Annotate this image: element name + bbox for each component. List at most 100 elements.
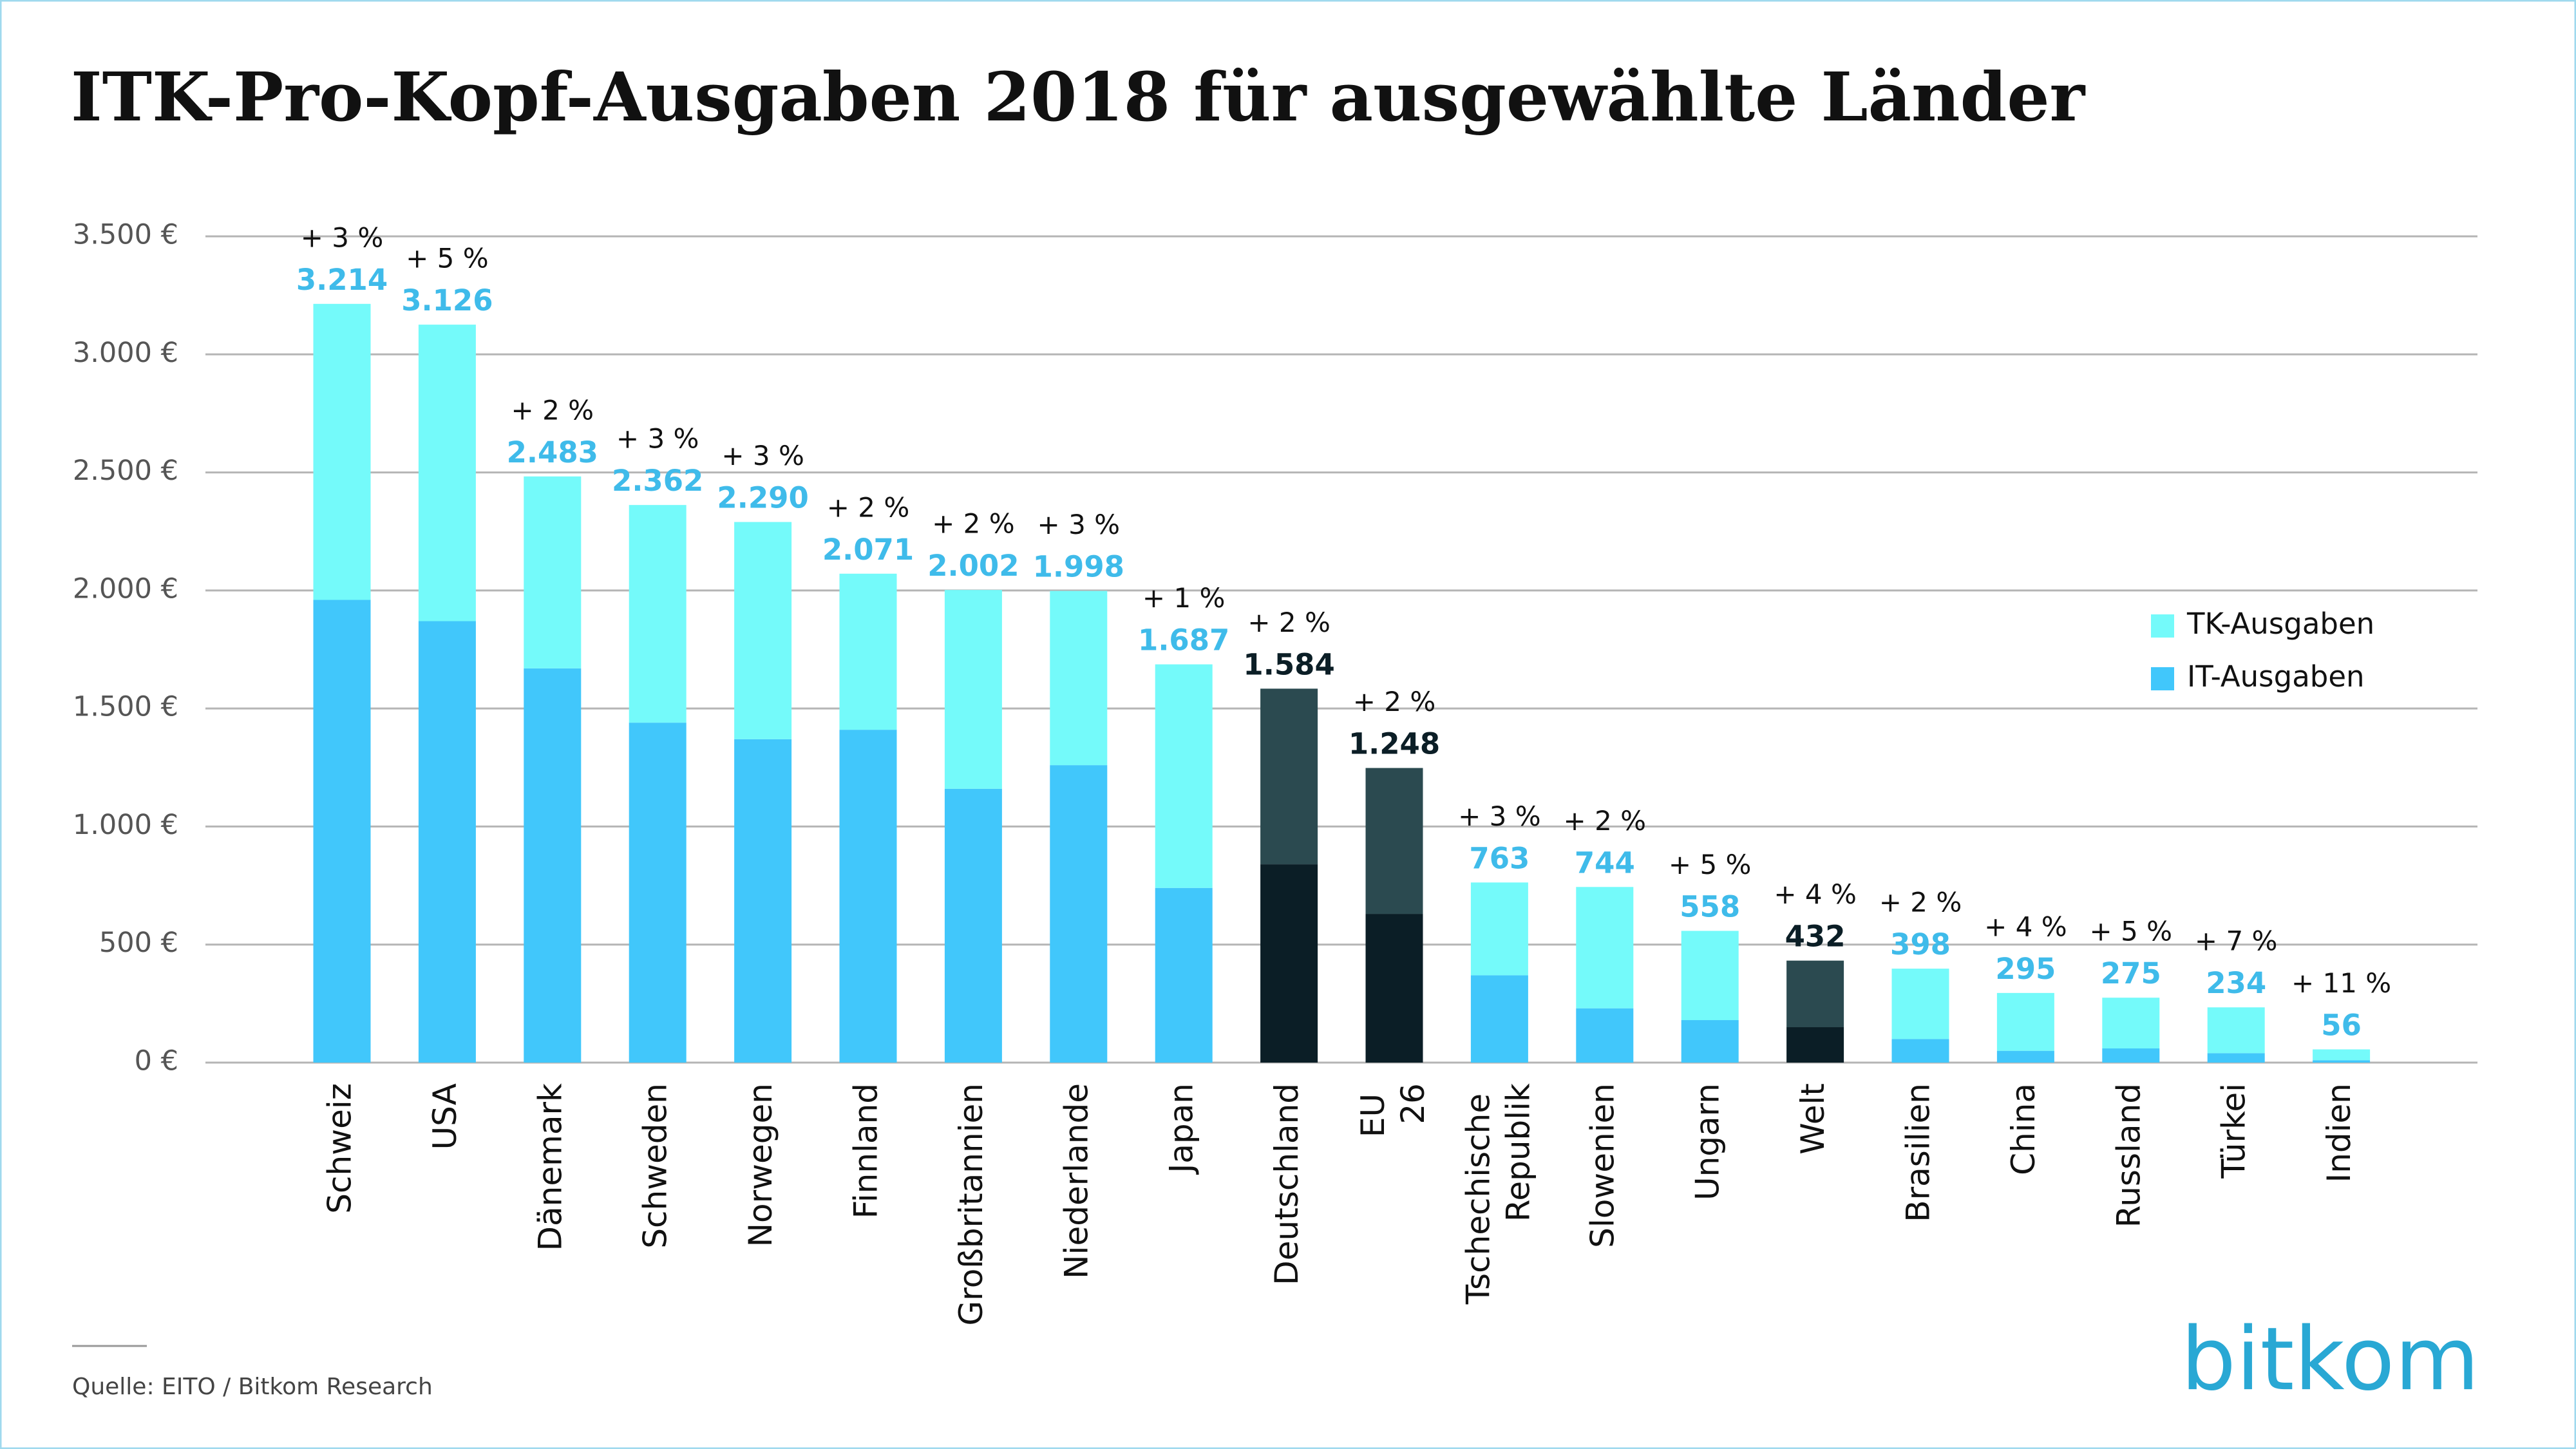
total-label: 2.362 (612, 464, 703, 498)
bar-segment (839, 573, 897, 730)
growth-label: + 3 % (616, 423, 699, 455)
bar-segment (1576, 887, 1634, 1009)
bar-segment (2313, 1060, 2371, 1063)
total-label: 3.126 (401, 283, 493, 317)
growth-label: + 3 % (301, 222, 384, 253)
growth-label: + 2 % (1353, 686, 1436, 717)
growth-label: + 11 % (2291, 967, 2391, 999)
x-tick-label: Niederlande (1057, 1083, 1095, 1279)
bar-segment (1155, 887, 1213, 1063)
bar-segment (313, 600, 371, 1063)
bar-segment (1891, 969, 1949, 1039)
growth-label: + 2 % (1879, 887, 1962, 918)
x-tick-label: USA (426, 1083, 464, 1150)
bar-segment (629, 505, 687, 723)
total-label: 1.687 (1138, 623, 1229, 658)
total-label: 1.248 (1349, 727, 1440, 761)
bar-segment (734, 522, 792, 739)
legend-label: IT-Ausgaben (2187, 659, 2365, 694)
bar-segment (1786, 960, 1844, 1028)
x-tick-label: China (2005, 1083, 2042, 1175)
x-tick-label: Slowenien (1584, 1083, 1621, 1248)
growth-label: + 2 % (932, 508, 1015, 540)
bar-segment (2207, 1053, 2265, 1063)
growth-label: + 4 % (1774, 878, 1857, 910)
bar-segment (1681, 1020, 1739, 1063)
x-tick-label: EU 26 (1354, 1083, 1432, 1137)
total-label: 275 (2101, 956, 2161, 990)
growth-label: + 7 % (2195, 925, 2278, 957)
source: Quelle: EITO / Bitkom Research (72, 1374, 433, 1400)
x-tick-label: Finnland (848, 1083, 885, 1218)
bar-segment (1260, 864, 1318, 1063)
bar-segment (1891, 1039, 1949, 1063)
bar-segment (839, 730, 897, 1063)
growth-label: + 2 % (511, 394, 594, 426)
total-label: 295 (1995, 952, 2056, 986)
bar-segment (418, 621, 476, 1063)
bar-segment (1365, 914, 1423, 1063)
growth-label: + 4 % (1984, 911, 2067, 942)
growth-label: + 5 % (1669, 849, 1752, 880)
total-label: 3.214 (296, 263, 388, 297)
bar-segment (629, 723, 687, 1063)
growth-label: + 5 % (2090, 916, 2173, 947)
bar-segment (1470, 882, 1528, 976)
growth-label: + 2 % (1247, 607, 1331, 638)
bar-segment (1681, 931, 1739, 1021)
x-tick-label: Schweiz (321, 1083, 359, 1214)
total-label: 234 (2206, 966, 2266, 1000)
total-label: 398 (1890, 927, 1951, 961)
x-tick-label: Indien (2320, 1083, 2358, 1183)
x-tick-label: Russland (2110, 1083, 2147, 1227)
y-tick-label: 3.500 € (73, 219, 178, 251)
x-tick-label: Schweden (637, 1083, 674, 1249)
total-label: 2.483 (507, 435, 598, 469)
bar-segment (2102, 998, 2160, 1049)
bar-segment (313, 303, 371, 600)
growth-label: + 2 % (827, 491, 910, 523)
total-label: 1.998 (1033, 550, 1124, 584)
x-tick-label: Dänemark (531, 1083, 569, 1251)
total-label: 1.584 (1243, 647, 1334, 681)
logo: bitkom (2181, 1309, 2479, 1410)
bar-segment (1576, 1008, 1634, 1063)
total-label: 2.002 (927, 549, 1019, 583)
y-tick-label: 1.000 € (73, 809, 178, 841)
bar-segment (1050, 765, 1108, 1063)
growth-label: + 2 % (1564, 805, 1647, 837)
growth-label: + 3 % (1458, 800, 1541, 832)
bar-segment (944, 590, 1002, 789)
legend-swatch (2151, 614, 2174, 638)
total-label: 2.071 (822, 533, 914, 567)
total-label: 763 (1469, 841, 1530, 875)
legend-swatch (2151, 667, 2174, 690)
bar-segment (524, 476, 582, 668)
bar-segment (2207, 1007, 2265, 1054)
bar-segment (1155, 664, 1213, 888)
bar-segment (734, 739, 792, 1063)
y-tick-label: 2.500 € (73, 455, 178, 487)
chart-title: ITK-Pro-Kopf-Ausgaben 2018 für ausgewähl… (71, 57, 2086, 137)
bar-segment (1365, 768, 1423, 914)
growth-label: + 3 % (1037, 509, 1121, 540)
total-label: 558 (1680, 889, 1740, 923)
x-tick-label: Japan (1163, 1083, 1200, 1175)
bar-segment (2102, 1048, 2160, 1063)
x-tick-label: Großbritannien (952, 1083, 990, 1325)
growth-label: + 3 % (721, 440, 804, 471)
total-label: 432 (1785, 920, 1846, 954)
total-label: 56 (2321, 1008, 2362, 1042)
y-tick-label: 1.500 € (73, 691, 178, 723)
x-tick-label: Ungarn (1689, 1083, 1727, 1200)
y-tick-label: 2.000 € (73, 573, 178, 605)
bar-segment (1786, 1027, 1844, 1063)
bar-segment (944, 788, 1002, 1063)
bar-segment (1260, 688, 1318, 865)
bar-segment (418, 325, 476, 621)
bar-segment (1996, 992, 2054, 1051)
bar-segment (524, 668, 582, 1063)
bar-segment (1050, 591, 1108, 766)
y-tick-label: 3.000 € (73, 337, 178, 369)
